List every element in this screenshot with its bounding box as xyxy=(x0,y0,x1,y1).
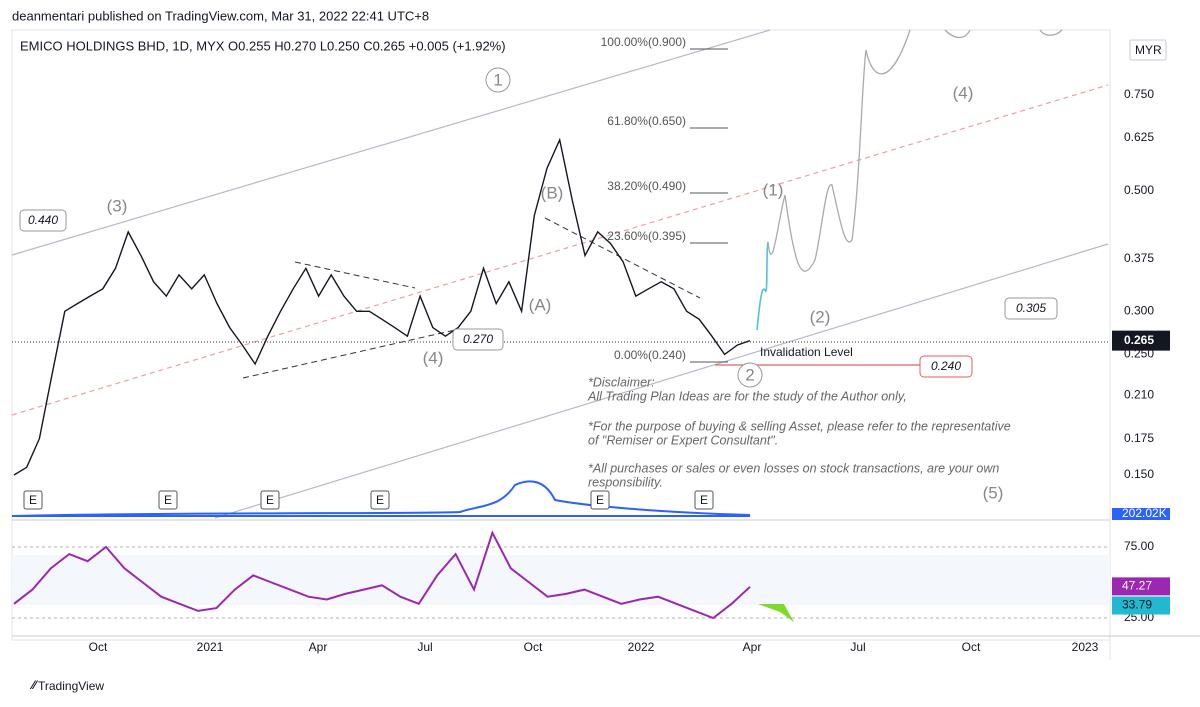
wave-circle xyxy=(485,67,511,93)
channel-bottom xyxy=(214,243,1109,519)
fib-level: 0.00%(0.240) xyxy=(614,348,686,362)
rsi-ma: 33.79 xyxy=(1122,598,1152,612)
price-tick-label: 0.300 xyxy=(1124,304,1154,318)
b-wave-trend xyxy=(544,217,701,299)
time-tick-label: 2022 xyxy=(628,640,655,654)
price-tick-label: 0.750 xyxy=(1124,87,1154,101)
last-price-label: 0.265 xyxy=(1124,333,1154,347)
wave-label: (4) xyxy=(953,83,974,102)
fib-level: 38.20%(0.490) xyxy=(607,179,686,193)
time-tick-label: 2023 xyxy=(1072,640,1099,654)
green-arrow xyxy=(758,604,794,622)
time-tick-label: Oct xyxy=(89,640,108,654)
channel-mid xyxy=(11,84,1109,416)
earnings-label: E xyxy=(164,493,172,507)
wave-label: (2) xyxy=(810,307,831,326)
fib-level: 100.00%(0.900) xyxy=(601,35,686,49)
price-tick-label: 0.175 xyxy=(1124,431,1154,445)
price-box xyxy=(1004,297,1058,320)
last-price-box xyxy=(1112,330,1170,351)
price-box xyxy=(919,355,973,378)
price-tick-label: 0.210 xyxy=(1124,388,1154,402)
time-tick-label: 2021 xyxy=(197,640,224,654)
time-tick-label: Jul xyxy=(417,640,432,654)
invalidation-label: Invalidation Level xyxy=(760,345,853,359)
projection-start xyxy=(756,241,769,331)
price-line xyxy=(13,137,751,476)
disclaimer-line: *For the purpose of buying & selling Ass… xyxy=(588,419,1011,433)
rsi-ma-box xyxy=(1112,596,1170,615)
price-tick-label: 0.500 xyxy=(1124,183,1154,197)
earnings-label: E xyxy=(266,493,274,507)
wave-label: (A) xyxy=(529,295,552,314)
publisher-line: deanmentari published on TradingView.com… xyxy=(12,8,429,23)
wave-label: 2 xyxy=(745,365,754,384)
wave-label: 1 xyxy=(493,70,502,89)
disclaimer-line: responsibility. xyxy=(588,475,663,489)
fib-level: 61.80%(0.650) xyxy=(607,114,686,128)
wave-label: (1) xyxy=(763,180,784,199)
channel-top xyxy=(11,29,771,256)
wave-label: (4) xyxy=(423,348,444,367)
currency-label: MYR xyxy=(1135,43,1162,57)
wave-label: (B) xyxy=(541,183,564,202)
currency-box xyxy=(1129,39,1167,61)
earnings-label: E xyxy=(700,493,708,507)
fib-level: 23.60%(0.395) xyxy=(607,229,686,243)
disclaimer-line: All Trading Plan Ideas are for the study… xyxy=(587,389,907,403)
time-tick-label: Apr xyxy=(743,640,762,654)
volume-label: 202.02K xyxy=(1122,506,1167,520)
rsi-line xyxy=(13,530,751,620)
wave-label: (3) xyxy=(107,196,128,215)
rsi-value: 47.27 xyxy=(1122,579,1152,593)
earnings-label: E xyxy=(29,493,37,507)
earnings-box xyxy=(694,490,714,510)
price-tick-label: 0.375 xyxy=(1124,251,1154,265)
disclaimer-line: *Disclaimer: xyxy=(588,375,655,389)
projection-path xyxy=(767,29,911,272)
earnings-label: E xyxy=(376,493,384,507)
rsi-value-box xyxy=(1112,577,1170,596)
price-box-label: 0.305 xyxy=(1016,301,1046,315)
earnings-box xyxy=(590,490,610,510)
time-tick-label: Oct xyxy=(962,640,981,654)
earnings-box xyxy=(23,490,43,510)
time-tick-label: Jul xyxy=(850,640,865,654)
price-box xyxy=(19,209,67,232)
footer-logo: ⁄⁄ xyxy=(29,678,39,692)
time-tick-label: Apr xyxy=(309,640,328,654)
wave-circle xyxy=(737,362,763,388)
wave-label: (5) xyxy=(983,483,1004,502)
price-box-label: 0.270 xyxy=(463,332,493,346)
triangle-upper xyxy=(294,261,416,289)
rsi-band xyxy=(12,555,1110,605)
price-tick-label: 0.150 xyxy=(1124,467,1154,481)
disclaimer-line: *All purchases or sales or even losses o… xyxy=(588,461,999,475)
triangle-lower xyxy=(242,329,456,379)
earnings-box xyxy=(370,490,390,510)
price-tick-label: 0.625 xyxy=(1124,130,1154,144)
footer-brand: TradingView xyxy=(38,679,104,693)
volume-box xyxy=(1112,508,1170,520)
symbol-legend: EMICO HOLDINGS BHD, 1D, MYX O0.255 H0.27… xyxy=(20,38,506,53)
earnings-label: E xyxy=(596,493,604,507)
projection-tail xyxy=(944,29,1063,39)
rsi-tick-label: 75.00 xyxy=(1124,539,1154,553)
time-tick-label: Oct xyxy=(524,640,543,654)
price-box-label: 0.440 xyxy=(28,213,58,227)
price-box xyxy=(452,328,504,351)
earnings-box xyxy=(260,490,280,510)
price-box-label: 0.240 xyxy=(931,359,961,373)
disclaimer-line: of "Remiser or Expert Consultant". xyxy=(588,433,778,447)
earnings-box xyxy=(158,490,178,510)
